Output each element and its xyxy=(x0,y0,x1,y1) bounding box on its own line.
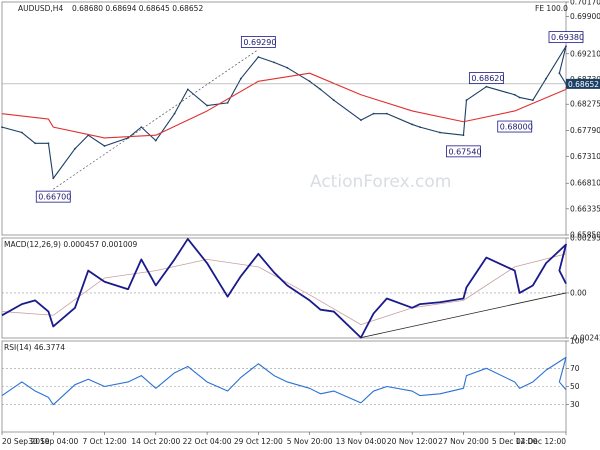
x-tick-label: 5 Nov 20:00 xyxy=(287,437,333,446)
price-point xyxy=(103,145,106,147)
rsi-frame xyxy=(1,340,567,433)
macd-y-tick-label: -0.00242 xyxy=(570,334,600,343)
price-point xyxy=(206,104,208,107)
rsi-y-tick-label: 50 xyxy=(570,382,580,391)
macd-y-tick-label: 0.00295 xyxy=(570,234,600,243)
price-point xyxy=(47,142,50,145)
x-tick-label: 12 Dec 12:00 xyxy=(516,437,567,446)
price-point xyxy=(239,77,242,80)
price-point xyxy=(52,177,55,180)
price-point xyxy=(332,99,335,102)
price-level-box xyxy=(468,72,504,84)
price-y-tick-label: 0.66335 xyxy=(570,204,600,213)
macd-frame xyxy=(1,237,567,339)
price-trendline xyxy=(53,49,259,190)
x-tick-label: 29 Oct 12:00 xyxy=(234,437,283,446)
price-point xyxy=(360,119,362,122)
price-level-box xyxy=(497,120,533,133)
x-tick-label: 30 Sep 04:00 xyxy=(28,437,78,446)
rsi-y-tick-label: 30 xyxy=(570,400,580,409)
x-tick-label: 20 Nov 12:00 xyxy=(387,437,438,446)
current-price-tag xyxy=(566,78,600,89)
price-y-tick-label: 0.69900 xyxy=(570,12,600,21)
price-level-label: 0.66700 xyxy=(38,193,71,202)
price-point xyxy=(273,61,275,64)
price-y-tick-label: 0.67310 xyxy=(570,152,600,161)
price-header-symbol: AUDUSD,H4 xyxy=(18,4,63,13)
price-point xyxy=(173,112,176,115)
price-level-label: 0.68620 xyxy=(471,74,504,83)
price-point xyxy=(154,139,157,142)
price-point xyxy=(513,93,516,96)
x-tick-label: 20 Sep 2019 xyxy=(2,437,50,446)
price-point xyxy=(319,88,322,91)
rsi-y-tick-label: 70 xyxy=(570,364,580,373)
price-point xyxy=(21,131,23,134)
rsi-line xyxy=(1,356,567,406)
price-point xyxy=(286,66,289,69)
macd-y-tick-label: 0.00 xyxy=(570,288,587,297)
macd-title: MACD(12,26,9) 0.000457 0.001009 xyxy=(4,240,138,249)
x-tick-label: 5 Dec 04:00 xyxy=(492,437,538,446)
price-level-box xyxy=(446,145,481,158)
x-tick-label: 22 Oct 04:00 xyxy=(183,437,232,446)
price-level-box xyxy=(240,36,276,48)
x-tick-label: 14 Oct 20:00 xyxy=(131,437,180,446)
rsi-y-tick-label: 100 xyxy=(570,337,585,346)
x-tick-label: 7 Oct 12:00 xyxy=(82,437,126,446)
watermark: ActionForex.com xyxy=(310,172,451,192)
macd-panel xyxy=(1,238,567,339)
price-level-label: 0.69380 xyxy=(551,33,584,42)
x-tick-label: 27 Nov 20:00 xyxy=(438,437,489,446)
price-y-tick-label: 0.65850 xyxy=(570,231,600,240)
price-level-label: 0.68000 xyxy=(500,123,533,132)
price-point xyxy=(34,142,37,145)
price-point xyxy=(385,112,388,115)
price-point xyxy=(257,56,260,58)
price-point xyxy=(74,147,76,150)
price-panel: 0.68652 0.66700 0.69290 0.68620 0.68000 0.675… xyxy=(1,31,600,203)
price-point xyxy=(465,99,468,102)
price-point xyxy=(462,134,465,137)
ema-series-line xyxy=(1,72,567,139)
price-point xyxy=(372,112,375,115)
price-level-box xyxy=(548,31,584,44)
price-point xyxy=(411,123,414,126)
macd-trendline xyxy=(360,292,567,339)
price-point xyxy=(226,101,229,104)
price-point xyxy=(1,126,3,129)
price-point xyxy=(531,99,534,102)
price-level-box xyxy=(35,190,71,203)
fe-label: FE 100.0 xyxy=(535,4,568,13)
price-point xyxy=(419,126,421,129)
macd-line xyxy=(1,238,567,339)
price-point xyxy=(308,80,311,83)
price-y-tick-label: 0.68275 xyxy=(570,100,600,109)
price-y-tick-label: 0.69210 xyxy=(570,49,600,58)
panel-frames xyxy=(1,1,567,433)
price-point xyxy=(140,126,143,129)
current-price-label: 0.68652 xyxy=(568,80,599,89)
rsi-title: RSI(14) 46.3774 xyxy=(4,343,65,352)
price-level-label: 0.67540 xyxy=(448,147,481,156)
price-y-tick-label: 0.66810 xyxy=(570,179,600,188)
price-y-tick-label: 0.67790 xyxy=(570,126,600,135)
price-point xyxy=(186,88,189,91)
price-level-label: 0.69290 xyxy=(243,38,276,47)
x-tick-label: 13 Nov 04:00 xyxy=(336,437,387,446)
price-frame xyxy=(1,1,567,236)
price-point xyxy=(485,85,488,88)
price-point xyxy=(565,45,567,48)
price-point xyxy=(127,137,129,139)
macd-signal-line xyxy=(1,253,567,325)
price-y-tick-label: 0.70170 xyxy=(570,0,600,7)
price-point xyxy=(518,96,521,99)
price-point xyxy=(439,131,441,134)
price-header-ohlc: 0.68680 0.68694 0.68645 0.68652 xyxy=(72,4,203,13)
price-point xyxy=(558,72,561,75)
rsi-panel xyxy=(1,356,567,406)
price-point xyxy=(545,77,547,80)
